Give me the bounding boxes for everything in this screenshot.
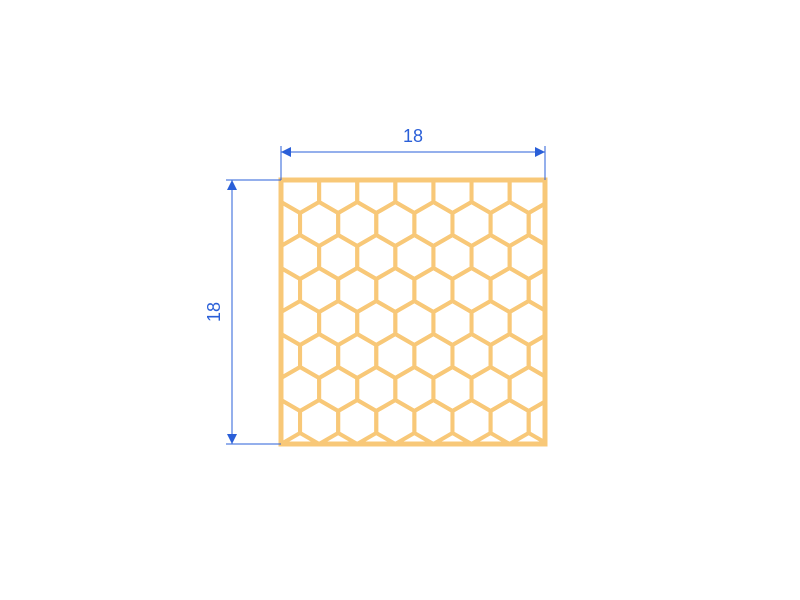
hex-cell: [205, 367, 243, 411]
hex-cell: [376, 400, 414, 444]
hex-cell: [548, 301, 586, 345]
dimension-left-value: 18: [204, 302, 224, 322]
hex-cell: [243, 235, 281, 279]
hex-cell: [491, 400, 529, 444]
hex-cell: [205, 103, 243, 147]
hex-cell: [186, 400, 224, 444]
technical-drawing: 18 18: [0, 0, 800, 600]
hex-cell: [586, 169, 624, 213]
hex-cell: [300, 136, 338, 180]
hex-cell: [452, 136, 490, 180]
hex-cell: [586, 235, 624, 279]
hex-cell: [567, 400, 605, 444]
hex-cell: [548, 367, 586, 411]
hex-cell: [472, 103, 510, 147]
hex-cell: [529, 400, 567, 444]
hex-cell: [567, 202, 605, 246]
hex-cell: [567, 334, 605, 378]
hex-cell: [224, 334, 262, 378]
hex-cell: [300, 400, 338, 444]
hex-cell: [548, 103, 586, 147]
dimension-left: [226, 180, 281, 444]
hex-cell: [452, 400, 490, 444]
hex-cell: [491, 136, 529, 180]
hex-cell: [319, 103, 357, 147]
hex-cell: [433, 103, 471, 147]
hex-cell: [224, 136, 262, 180]
hex-cell: [205, 169, 243, 213]
hex-cell: [510, 103, 548, 147]
hex-cell: [243, 301, 281, 345]
dimension-top-value: 18: [403, 126, 423, 146]
hex-cell: [243, 169, 281, 213]
honeycomb-hatch: [186, 103, 624, 444]
hex-cell: [338, 400, 376, 444]
hex-cell: [243, 103, 281, 147]
hex-cell: [586, 301, 624, 345]
hex-cell: [186, 334, 224, 378]
hex-cell: [281, 103, 319, 147]
hex-cell: [357, 103, 395, 147]
hex-cell: [186, 202, 224, 246]
hex-cell: [548, 169, 586, 213]
hex-cell: [224, 202, 262, 246]
hex-cell: [586, 103, 624, 147]
hex-cell: [186, 136, 224, 180]
dimension-top: [281, 146, 545, 180]
hex-cell: [414, 400, 452, 444]
hex-cell: [567, 136, 605, 180]
hex-cell: [224, 268, 262, 312]
hex-cell: [529, 136, 567, 180]
hex-cell: [567, 268, 605, 312]
hex-cell: [243, 367, 281, 411]
hex-cell: [205, 235, 243, 279]
hex-cell: [338, 136, 376, 180]
hex-cell: [548, 235, 586, 279]
hex-cell: [586, 367, 624, 411]
